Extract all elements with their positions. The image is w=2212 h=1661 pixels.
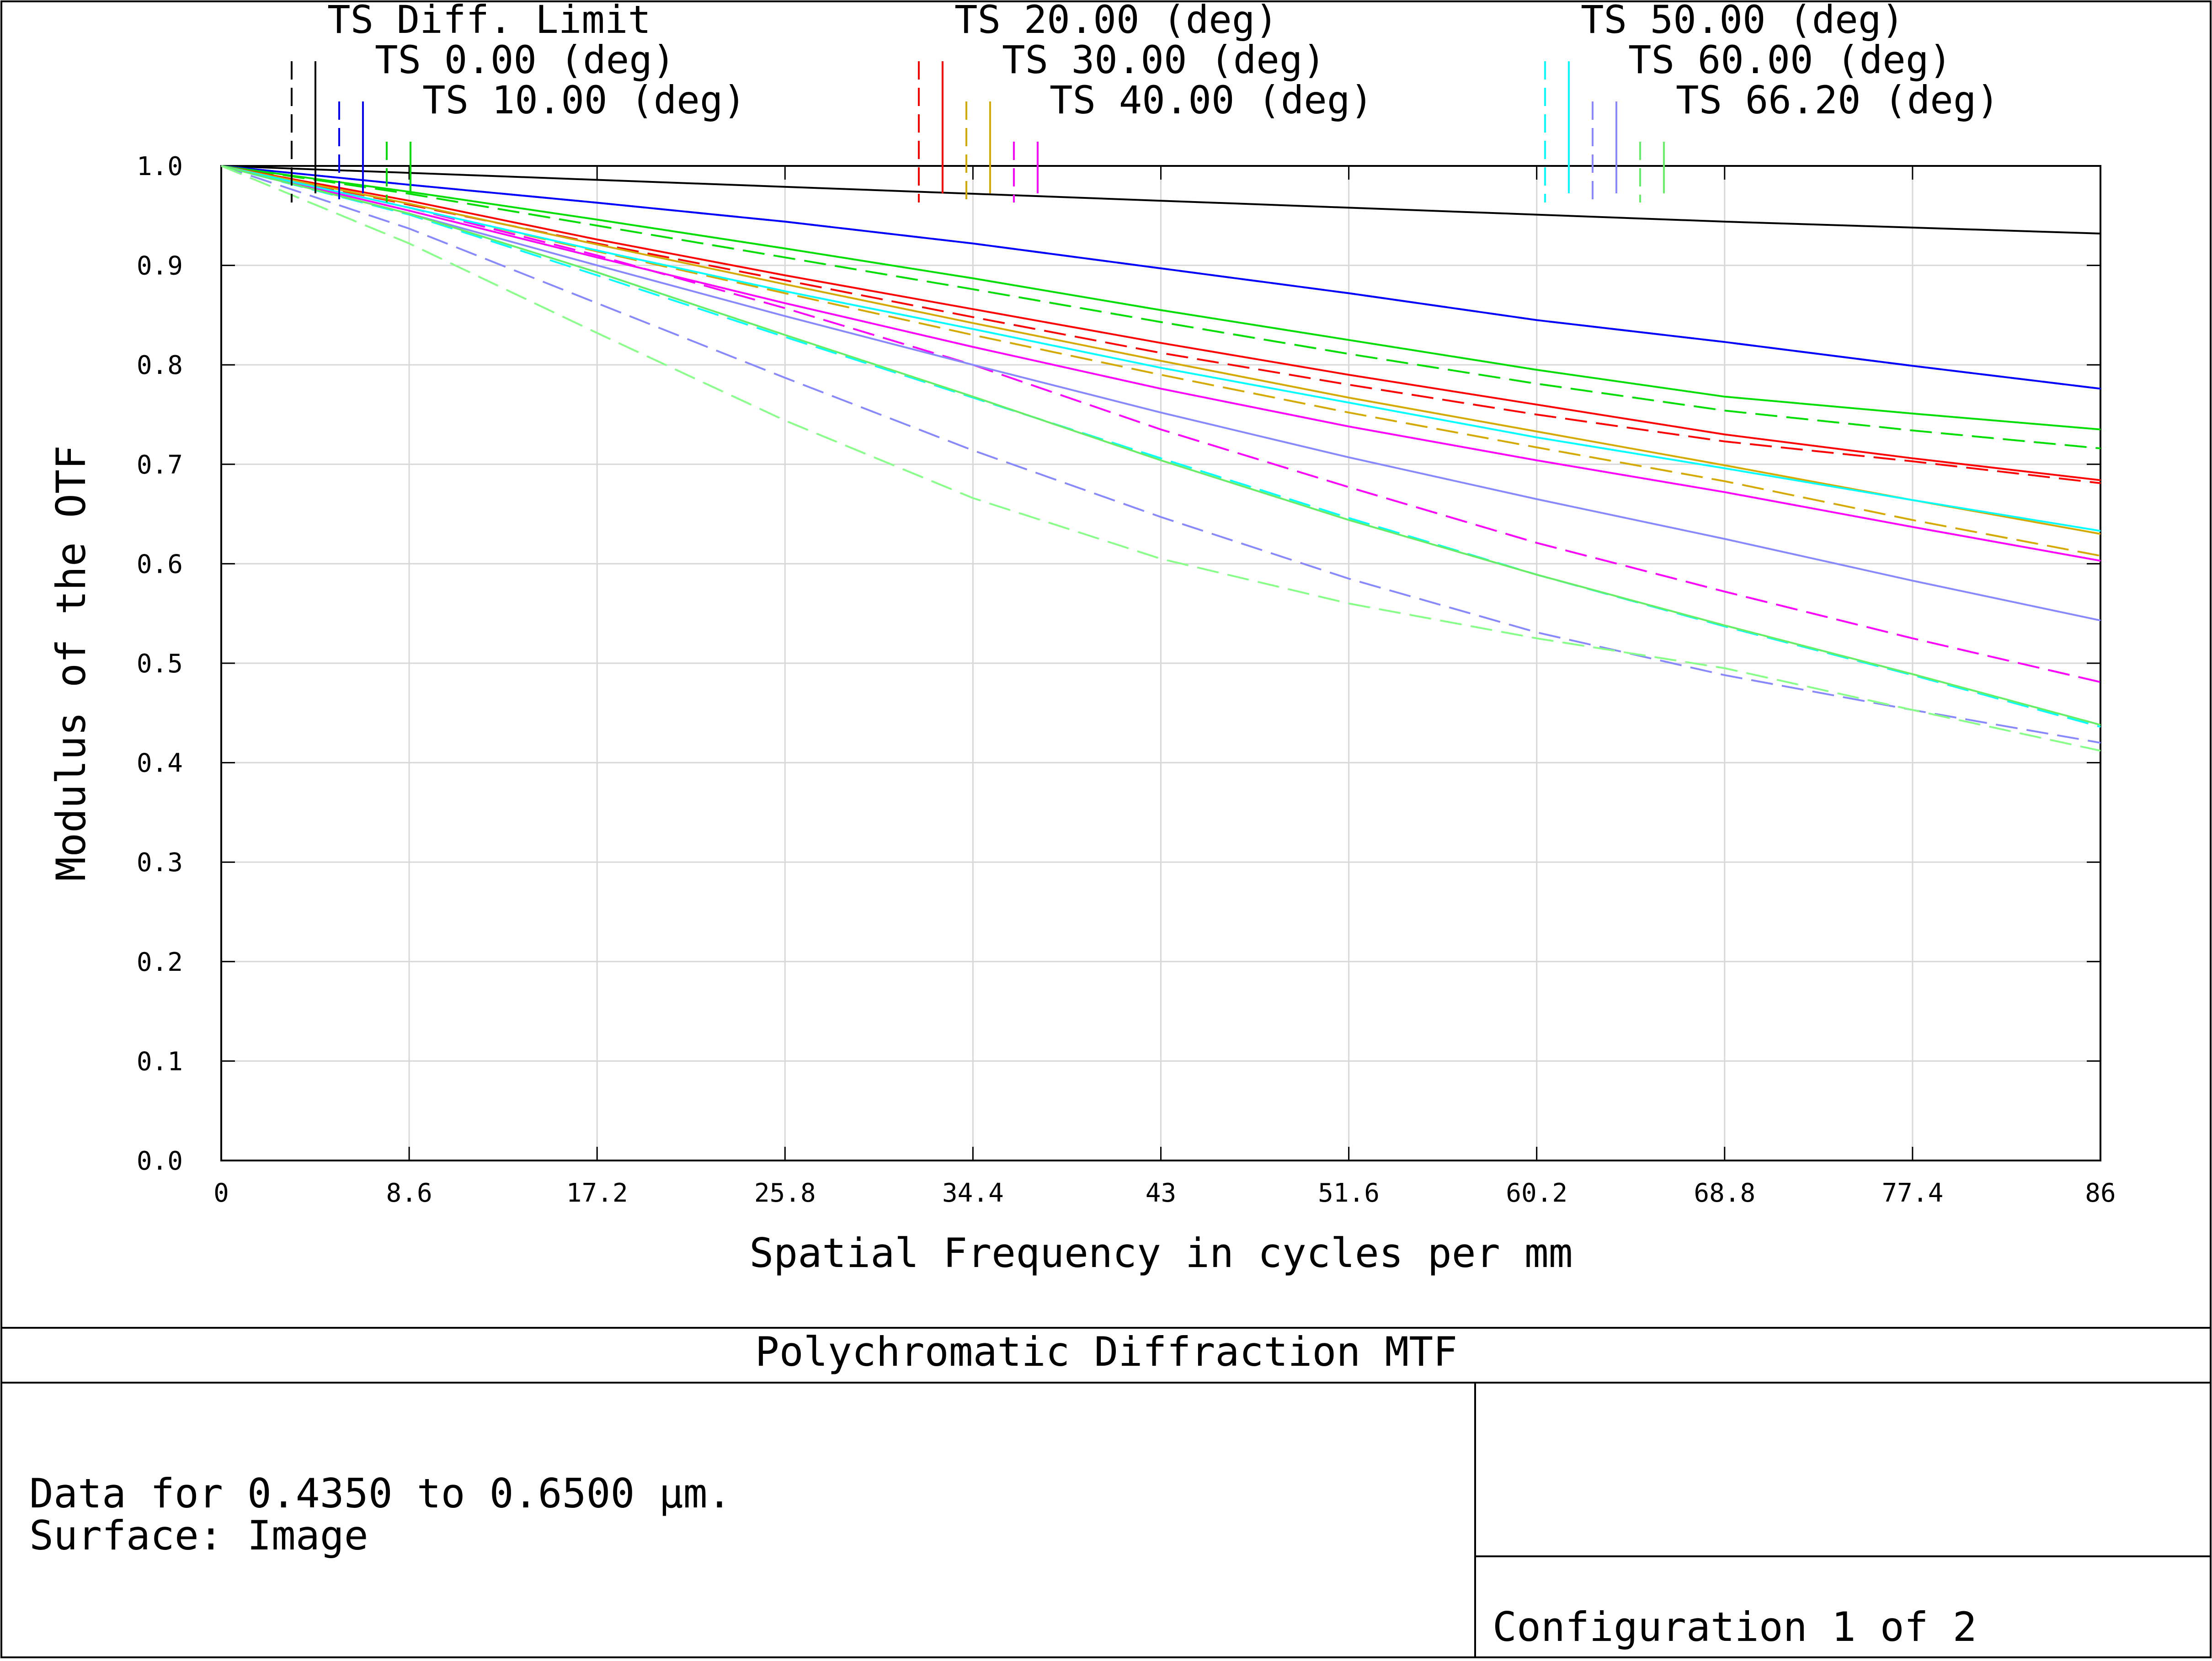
surface-text: Surface: Image [29, 1512, 368, 1559]
grid [220, 165, 2101, 1161]
series-lines [221, 165, 2101, 752]
x-tick-label: 77.4 [1882, 1178, 1943, 1208]
series-line-14 [221, 165, 2101, 744]
series-line-16 [221, 165, 2101, 752]
legend-label: TS 50.00 (deg) [1581, 0, 1904, 42]
y-tick-label: 0.6 [137, 549, 183, 579]
series-line-3 [221, 165, 2101, 431]
legend-label: TS 66.20 (deg) [1676, 78, 1999, 122]
y-tick-label: 0.1 [137, 1047, 183, 1076]
series-line-7 [221, 165, 2101, 535]
legend-label: TS 20.00 (deg) [954, 0, 1278, 42]
y-tick-label: 0.5 [137, 649, 183, 679]
legend-label: TS 10.00 (deg) [422, 78, 746, 122]
legend-label: TS 40.00 (deg) [1050, 78, 1373, 122]
legend-label: TS Diff. Limit [327, 0, 651, 42]
legend-label: TS 0.00 (deg) [375, 37, 675, 82]
series-line-5 [221, 165, 2101, 481]
x-tick-label: 68.8 [1694, 1178, 1755, 1208]
x-tick-label: 34.4 [942, 1178, 1004, 1208]
series-line-15 [221, 165, 2101, 726]
y-tick-label: 0.7 [137, 450, 183, 480]
x-tick-label: 43 [1146, 1178, 1176, 1208]
y-tick-label: 0.9 [137, 251, 183, 281]
y-tick-label: 1.0 [137, 152, 183, 181]
tick-labels: 0 8.6 17.2 25.8 34.4 43 51.6 60.2 68.8 77.4 86 0.0 0… [137, 152, 2116, 1208]
y-tick-label: 0.3 [137, 848, 183, 878]
series-line-10 [221, 165, 2101, 683]
legend-label: TS 60.00 (deg) [1628, 37, 1952, 82]
y-tick-label: 0.2 [137, 948, 183, 977]
series-line-12 [221, 165, 2101, 728]
series-line-11 [221, 165, 2101, 532]
x-tick-label: 60.2 [1506, 1178, 1567, 1208]
y-tick-label: 0.0 [137, 1146, 183, 1176]
x-tick-label: 51.6 [1318, 1178, 1380, 1208]
chart-title: Polychromatic Diffraction MTF [755, 1328, 1457, 1375]
series-line-2 [221, 165, 2101, 390]
y-tick-label: 0.8 [137, 351, 183, 380]
series-line-4 [221, 165, 2101, 449]
x-axis-label: Spatial Frequency in cycles per mm [749, 1230, 1572, 1277]
series-line-0 [221, 165, 2101, 234]
legend-label: TS 30.00 (deg) [1002, 37, 1326, 82]
x-tick-label: 25.8 [754, 1178, 816, 1208]
y-tick-label: 0.4 [137, 749, 183, 778]
y-axis-label: Modulus of the OTF [48, 445, 95, 881]
x-tick-label: 17.2 [566, 1178, 628, 1208]
x-tick-label: 8.6 [386, 1178, 432, 1208]
x-tick-label: 0 [213, 1178, 229, 1208]
configuration-text: Configuration 1 of 2 [1492, 1603, 1977, 1650]
data-range-text: Data for 0.4350 to 0.6500 µm. [29, 1470, 731, 1517]
series-line-9 [221, 165, 2101, 562]
x-tick-label: 86 [2085, 1178, 2116, 1208]
series-line-13 [221, 165, 2101, 622]
